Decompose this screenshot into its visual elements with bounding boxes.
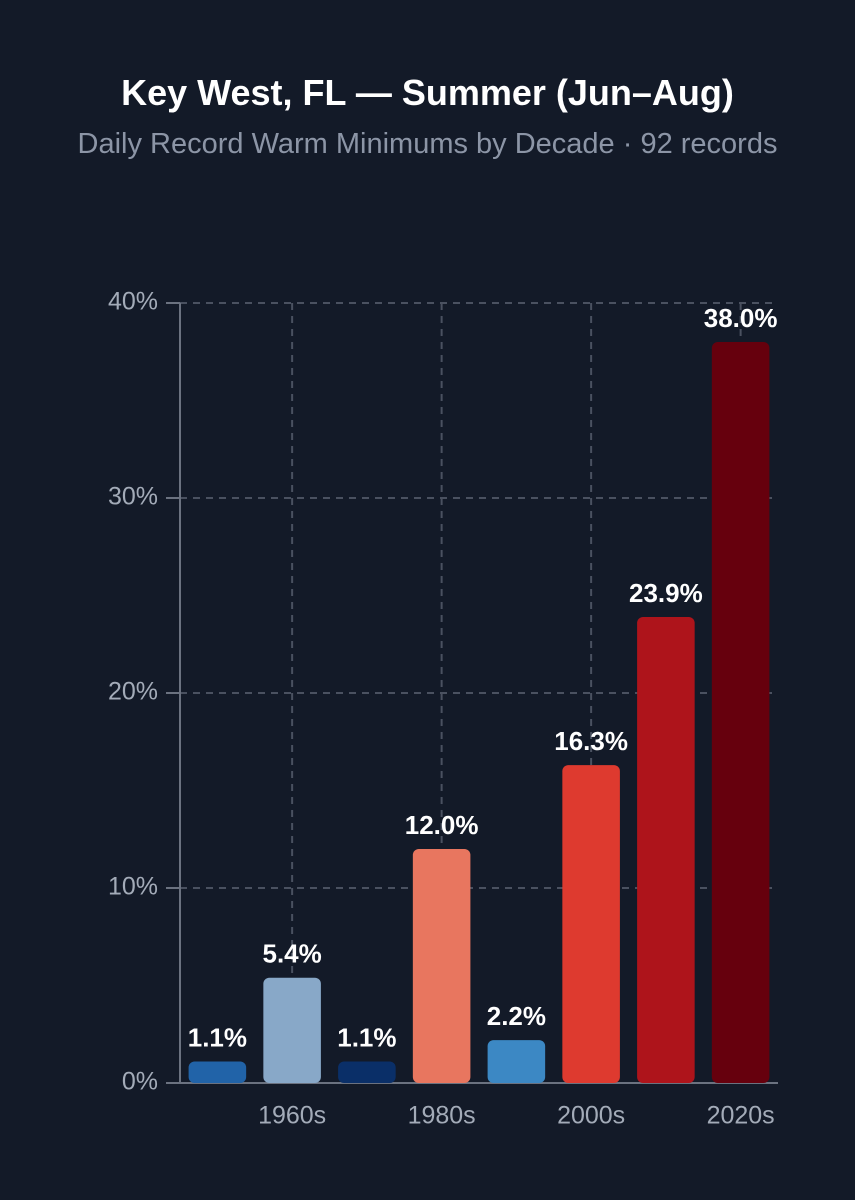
chart-title: Key West, FL — Summer (Jun–Aug) bbox=[121, 72, 734, 113]
y-tick-label: 30% bbox=[108, 483, 158, 511]
y-tick-label: 40% bbox=[108, 288, 158, 316]
bar bbox=[412, 849, 471, 1083]
x-tick-label: 2000s bbox=[557, 1102, 625, 1130]
x-tick-label: 1960s bbox=[258, 1102, 326, 1130]
x-tick-label: 1980s bbox=[408, 1102, 476, 1130]
bar bbox=[487, 1040, 546, 1083]
y-tick-label: 20% bbox=[108, 678, 158, 706]
chart-subtitle: Daily Record Warm Minimums by Decade · 9… bbox=[77, 128, 778, 160]
value-label: 38.0% bbox=[704, 303, 778, 333]
y-tick-label: 10% bbox=[108, 873, 158, 901]
bar bbox=[338, 1061, 396, 1083]
value-label: 12.0% bbox=[405, 810, 479, 840]
value-label: 23.9% bbox=[629, 578, 703, 608]
bar bbox=[562, 765, 620, 1083]
y-tick-label: 0% bbox=[122, 1068, 158, 1096]
value-label: 16.3% bbox=[554, 726, 628, 756]
bar bbox=[637, 616, 695, 1083]
header: Key West, FL — Summer (Jun–Aug) Daily Re… bbox=[0, 72, 855, 168]
value-label: 1.1% bbox=[188, 1022, 247, 1052]
bar bbox=[263, 977, 321, 1083]
x-tick-label: 2020s bbox=[707, 1102, 775, 1130]
value-label: 5.4% bbox=[262, 939, 321, 969]
value-label: 2.2% bbox=[487, 1001, 546, 1031]
value-label: 1.1% bbox=[337, 1022, 396, 1052]
bar bbox=[711, 342, 770, 1083]
bar bbox=[188, 1061, 247, 1083]
